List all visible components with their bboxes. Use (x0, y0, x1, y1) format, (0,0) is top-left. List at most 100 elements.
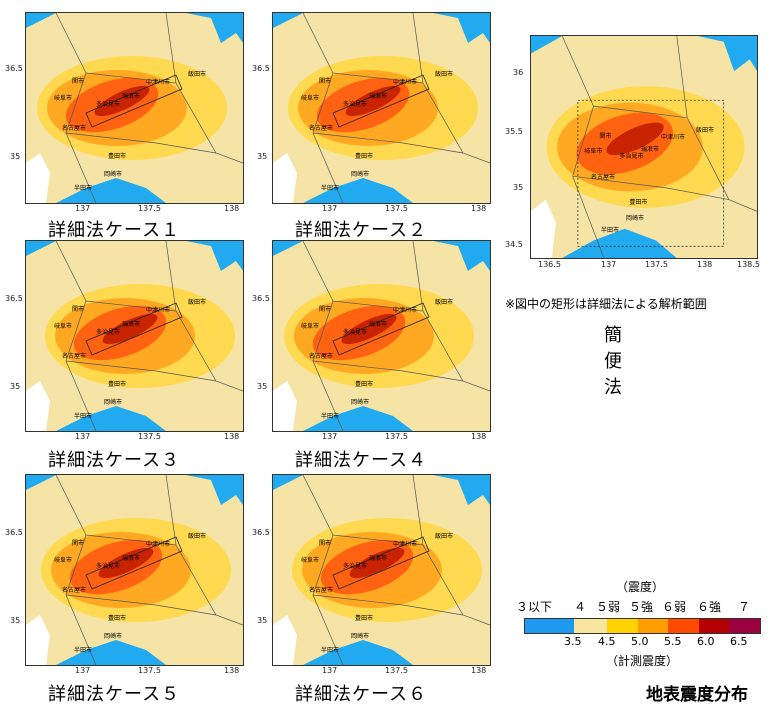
city-label: 豊田市 (108, 615, 127, 622)
map-caption: 簡便法 (604, 325, 622, 398)
city-label: 関市 (599, 133, 612, 141)
legend-color-swatch (573, 619, 608, 633)
city-label: 中津川市 (146, 79, 171, 86)
lon-tick: 137.5 (385, 666, 408, 675)
city-label: 半田市 (74, 413, 93, 420)
city-label: 名古屋市 (62, 353, 87, 360)
lon-tick: 137 (601, 260, 617, 269)
lat-tick: 35 (10, 616, 21, 625)
city-label: 中津川市 (660, 134, 685, 142)
legend-color-swatch (525, 619, 574, 633)
city-label: 岡崎市 (625, 214, 644, 222)
map-frame: 関市 岐阜市 多治見市 瑞浪市 中津川市 飯田市 名古屋市 豊田市 岡崎市 半田市 (530, 35, 758, 259)
city-label: 岡崎市 (104, 399, 123, 406)
intensity-zone-6-strong (341, 313, 397, 345)
city-label: 豊田市 (108, 381, 127, 388)
city-label: 岡崎市 (351, 399, 370, 406)
lat-tick: 35 (257, 152, 268, 161)
lat-tick: 35 (513, 183, 524, 192)
city-label: 瑞浪市 (122, 321, 141, 328)
map-frame: 関市 岐阜市 多治見市 瑞浪市 中津川市 飯田市 名古屋市 豊田市 岡崎市 半田市 (272, 12, 491, 204)
city-label: 半田市 (321, 185, 340, 192)
lon-tick: 138.5 (737, 260, 760, 269)
legend-footer: （計測震度） (606, 654, 679, 668)
city-label: 岐阜市 (54, 323, 73, 330)
legend-scale-label: 5.0 (631, 635, 649, 648)
bay-area (273, 381, 297, 431)
city-label: 関市 (72, 540, 85, 547)
city-label: 名古屋市 (62, 125, 87, 132)
city-label: 関市 (72, 306, 85, 313)
lat-tick: 35 (257, 382, 268, 391)
intensity-zone-6-strong (102, 313, 158, 345)
city-label: 多治見市 (96, 563, 121, 570)
map-frame: 関市 岐阜市 多治見市 瑞浪市 中津川市 飯田市 名古屋市 豊田市 岡崎市 半田市 (25, 12, 244, 204)
city-label: 中津川市 (146, 307, 171, 314)
legend-header: （震度） (616, 580, 665, 594)
lon-tick: 137 (75, 432, 91, 441)
legend-scale-row: 3.5 4.5 5.0 5.5 6.0 6.5 (508, 635, 768, 649)
lon-tick: 137.5 (385, 432, 408, 441)
city-label: 岐阜市 (54, 557, 73, 564)
city-label: 岐阜市 (301, 557, 320, 564)
prefecture-border (561, 36, 757, 258)
city-label: 飯田市 (435, 71, 454, 78)
map-caption: 詳細法ケース４ (295, 450, 428, 471)
analysis-range-rectangle (577, 99, 725, 247)
fault-rectangle (85, 536, 183, 590)
map-frame: 関市 岐阜市 多治見市 瑞浪市 中津川市 飯田市 名古屋市 豊田市 岡崎市 半田市 (272, 240, 491, 432)
fault-rectangle (332, 536, 430, 590)
intensity-map-simple (531, 36, 757, 258)
lon-tick: 137.5 (138, 666, 161, 675)
city-label: 半田市 (74, 185, 93, 192)
lat-tick: 36.5 (252, 528, 270, 537)
legend-scale-label: 5.5 (664, 635, 682, 648)
intensity-map-case2 (273, 13, 490, 203)
city-label: 瑞浪市 (369, 93, 388, 100)
city-label: 岐阜市 (54, 95, 73, 102)
city-label: 飯田市 (435, 533, 454, 540)
lat-tick: 36.5 (5, 294, 23, 303)
intensity-zone-6-strong (345, 85, 401, 117)
bay-area (273, 153, 297, 203)
city-label: 岡崎市 (104, 171, 123, 178)
lat-tick: 36.5 (252, 294, 270, 303)
city-label: 飯田市 (188, 533, 207, 540)
city-label: 半田市 (321, 647, 340, 654)
legend-intensity-label: ３以下 (516, 600, 553, 614)
city-label: 豊田市 (629, 198, 648, 206)
lat-tick: 35 (10, 382, 21, 391)
map-frame: 関市 岐阜市 多治見市 瑞浪市 中津川市 飯田市 名古屋市 豊田市 岡崎市 半田市 (25, 240, 244, 432)
city-label: 飯田市 (695, 127, 714, 135)
legend-intensity-label: ６弱 (662, 600, 687, 614)
city-label: 岐阜市 (584, 148, 603, 156)
city-label: 飯田市 (435, 299, 454, 306)
lon-tick: 137.5 (385, 204, 408, 213)
map-frame: 関市 岐阜市 多治見市 瑞浪市 中津川市 飯田市 名古屋市 豊田市 岡崎市 半田市 (272, 474, 491, 666)
intensity-map-case1 (26, 13, 243, 203)
lat-tick: 35.5 (505, 127, 523, 136)
city-label: 名古屋市 (62, 587, 87, 594)
city-label: 瑞浪市 (369, 321, 388, 328)
lat-tick: 36.5 (252, 64, 270, 73)
prefecture-border (55, 13, 243, 203)
city-label: 関市 (319, 306, 332, 313)
city-label: 瑞浪市 (369, 555, 388, 562)
legend-scale-label: 3.5 (564, 635, 582, 648)
bay-area (531, 199, 556, 258)
lon-tick: 137 (75, 666, 91, 675)
city-label: 名古屋市 (590, 174, 615, 182)
lon-tick: 137 (75, 204, 91, 213)
city-label: 岡崎市 (104, 633, 123, 640)
prefecture-border (302, 475, 490, 665)
analysis-range-note: ※図中の矩形は詳細法による解析範囲 (505, 297, 707, 311)
city-label: 飯田市 (188, 71, 207, 78)
prefecture-border (302, 241, 490, 431)
city-label: 多治見市 (96, 101, 121, 108)
city-label: 岡崎市 (351, 171, 370, 178)
lon-tick: 136.5 (538, 260, 561, 269)
legend-intensity-label: ４ (574, 600, 587, 614)
city-label: 半田市 (74, 647, 93, 654)
prefecture-border (302, 13, 490, 203)
lat-tick: 36.5 (5, 64, 23, 73)
